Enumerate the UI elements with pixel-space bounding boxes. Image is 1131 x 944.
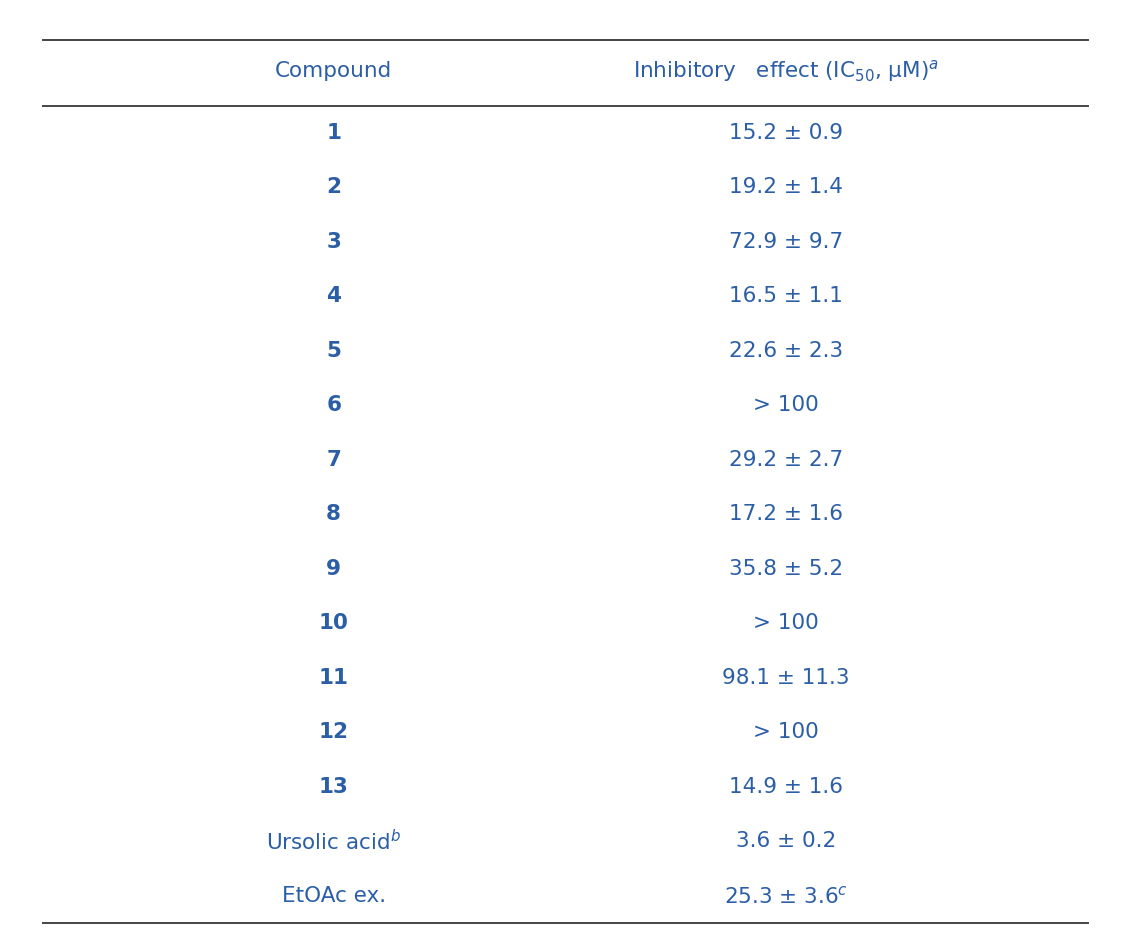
Text: > 100: > 100	[753, 396, 819, 415]
Text: 15.2 ± 0.9: 15.2 ± 0.9	[729, 123, 843, 143]
Text: 3.6 ± 0.2: 3.6 ± 0.2	[736, 832, 836, 851]
Text: 6: 6	[326, 396, 342, 415]
Text: 4: 4	[326, 286, 342, 307]
Text: 12: 12	[319, 722, 348, 743]
Text: 7: 7	[326, 450, 342, 470]
Text: 3: 3	[326, 232, 342, 252]
Text: 98.1 ± 11.3: 98.1 ± 11.3	[723, 668, 849, 688]
Text: 72.9 ± 9.7: 72.9 ± 9.7	[728, 232, 844, 252]
Text: 11: 11	[319, 668, 348, 688]
Text: 17.2 ± 1.6: 17.2 ± 1.6	[729, 504, 843, 525]
Text: 22.6 ± 2.3: 22.6 ± 2.3	[729, 341, 843, 361]
Text: > 100: > 100	[753, 614, 819, 633]
Text: Compound: Compound	[275, 60, 392, 81]
Text: 1: 1	[326, 123, 342, 143]
Text: 16.5 ± 1.1: 16.5 ± 1.1	[729, 286, 843, 307]
Text: Inhibitory   effect (IC$_{50}$, μM)$^{a}$: Inhibitory effect (IC$_{50}$, μM)$^{a}$	[633, 58, 939, 84]
Text: 13: 13	[319, 777, 348, 797]
Text: 14.9 ± 1.6: 14.9 ± 1.6	[729, 777, 843, 797]
Text: 25.3 ± 3.6$^{c}$: 25.3 ± 3.6$^{c}$	[724, 885, 848, 907]
Text: 35.8 ± 5.2: 35.8 ± 5.2	[729, 559, 843, 579]
Text: 8: 8	[326, 504, 342, 525]
Text: Ursolic acid$^{b}$: Ursolic acid$^{b}$	[266, 829, 402, 854]
Text: 10: 10	[319, 614, 348, 633]
Text: > 100: > 100	[753, 722, 819, 743]
Text: 29.2 ± 2.7: 29.2 ± 2.7	[728, 450, 844, 470]
Text: 19.2 ± 1.4: 19.2 ± 1.4	[729, 177, 843, 197]
Text: EtOAc ex.: EtOAc ex.	[282, 886, 386, 906]
Text: 2: 2	[326, 177, 342, 197]
Text: 9: 9	[326, 559, 342, 579]
Text: 5: 5	[326, 341, 342, 361]
